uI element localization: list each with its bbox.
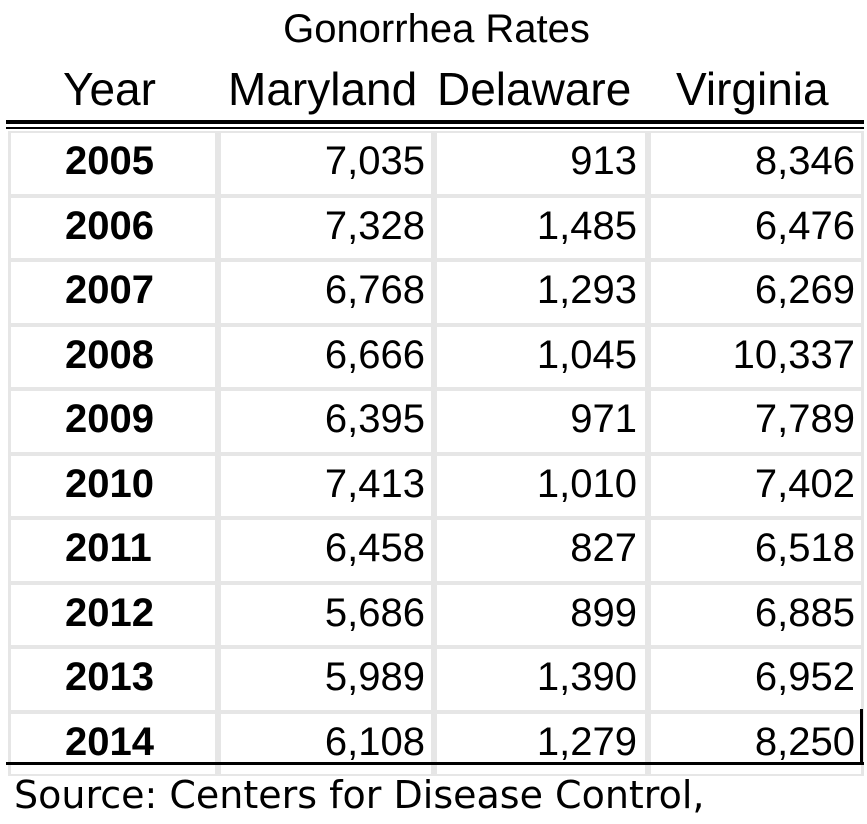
table-title: Gonorrhea Rates	[283, 7, 590, 51]
delaware-cell: 913	[434, 131, 648, 196]
table-row: 2010 7,413 1,010 7,402	[8, 453, 864, 518]
virginia-cell: 6,518	[648, 518, 864, 583]
table-row: 2007 6,768 1,293 6,269	[8, 260, 864, 325]
maryland-cell: 6,458	[218, 518, 434, 583]
source-note: Source: Centers for Disease Control,	[14, 773, 705, 817]
maryland-cell: 6,666	[218, 324, 434, 389]
table-row: 2005 7,035 913 8,346	[8, 131, 864, 196]
delaware-cell: 1,485	[434, 195, 648, 260]
header-virginia: Virginia	[676, 63, 829, 115]
right-edge-line	[860, 709, 863, 763]
year-cell: 2008	[8, 324, 218, 389]
virginia-cell: 6,269	[648, 260, 864, 325]
table-row: 2012 5,686 899 6,885	[8, 582, 864, 647]
table-row: 2014 6,108 1,279 8,250	[8, 711, 864, 776]
maryland-cell: 6,768	[218, 260, 434, 325]
maryland-cell: 7,035	[218, 131, 434, 196]
delaware-cell: 827	[434, 518, 648, 583]
delaware-cell: 1,279	[434, 711, 648, 776]
maryland-cell: 6,395	[218, 389, 434, 454]
year-cell: 2007	[8, 260, 218, 325]
virginia-cell: 8,346	[648, 131, 864, 196]
delaware-cell: 1,293	[434, 260, 648, 325]
maryland-cell: 5,989	[218, 647, 434, 712]
header-delaware: Delaware	[437, 63, 632, 115]
delaware-cell: 971	[434, 389, 648, 454]
column-headers: Year Maryland Delaware Virginia	[0, 62, 867, 116]
delaware-cell: 1,390	[434, 647, 648, 712]
maryland-cell: 7,413	[218, 453, 434, 518]
virginia-cell: 7,402	[648, 453, 864, 518]
delaware-cell: 1,045	[434, 324, 648, 389]
delaware-cell: 899	[434, 582, 648, 647]
year-cell: 2009	[8, 389, 218, 454]
virginia-cell: 6,476	[648, 195, 864, 260]
virginia-cell: 10,337	[648, 324, 864, 389]
maryland-cell: 6,108	[218, 711, 434, 776]
virginia-cell: 8,250	[648, 711, 864, 776]
header-rule-thin	[6, 127, 864, 129]
header-rule-thick	[6, 120, 864, 124]
virginia-cell: 6,885	[648, 582, 864, 647]
data-table: 2005 7,035 913 8,346 2006 7,328 1,485 6,476 2007…	[8, 131, 864, 776]
year-cell: 2011	[8, 518, 218, 583]
header-maryland: Maryland	[228, 63, 418, 115]
year-cell: 2012	[8, 582, 218, 647]
delaware-cell: 1,010	[434, 453, 648, 518]
year-cell: 2006	[8, 195, 218, 260]
table-row: 2006 7,328 1,485 6,476	[8, 195, 864, 260]
table-row: 2013 5,989 1,390 6,952	[8, 647, 864, 712]
header-year: Year	[63, 63, 156, 115]
bottom-rule	[6, 762, 864, 765]
table-row: 2008 6,666 1,045 10,337	[8, 324, 864, 389]
maryland-cell: 7,328	[218, 195, 434, 260]
virginia-cell: 6,952	[648, 647, 864, 712]
table-row: 2009 6,395 971 7,789	[8, 389, 864, 454]
year-cell: 2013	[8, 647, 218, 712]
table-row: 2011 6,458 827 6,518	[8, 518, 864, 583]
virginia-cell: 7,789	[648, 389, 864, 454]
maryland-cell: 5,686	[218, 582, 434, 647]
year-cell: 2005	[8, 131, 218, 196]
year-cell: 2014	[8, 711, 218, 776]
year-cell: 2010	[8, 453, 218, 518]
